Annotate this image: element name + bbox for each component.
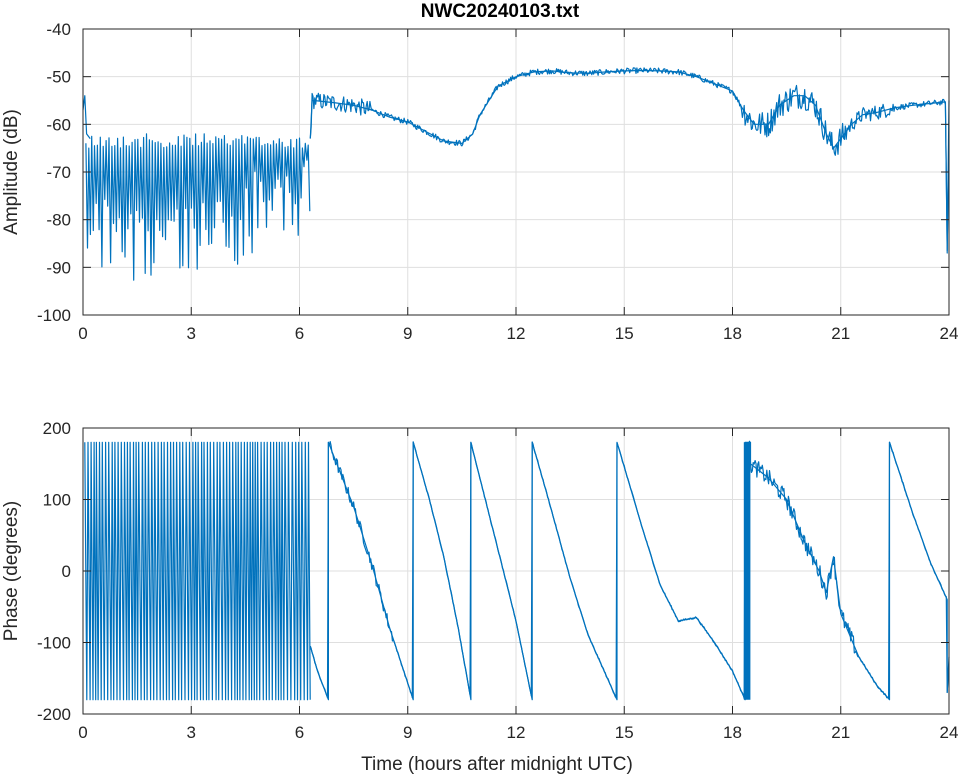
x-tick-label: 12: [507, 723, 526, 742]
y-tick-label: 100: [43, 491, 71, 510]
x-tick-label: 24: [940, 723, 959, 742]
x-tick-label: 18: [723, 324, 742, 343]
y-tick-label: -70: [46, 163, 71, 182]
x-tick-label: 15: [615, 324, 634, 343]
phase-oscillation-line: [84, 441, 311, 701]
chart-title: NWC20240103.txt: [421, 1, 580, 22]
amplitude-line: [309, 69, 950, 254]
y-tick-label: -50: [46, 68, 71, 87]
x-tick-label: 24: [940, 324, 959, 343]
phase-axes: 0 3 6 9 12 15 18 21 24 -200 -100 0 100 200 Phase (deg…: [1, 419, 958, 775]
phase-ticks: 0 3 6 9 12 15 18 21 24 -200 -100 0 100 200: [37, 419, 958, 742]
y-tick-label: -100: [37, 634, 71, 653]
y-tick-label: 0: [62, 562, 71, 581]
amplitude-oscillation-line: [85, 133, 311, 281]
amplitude-series: [82, 69, 950, 254]
x-tick-label: 21: [831, 324, 850, 343]
y-tick-label: -80: [46, 211, 71, 230]
x-tick-label: 6: [295, 324, 304, 343]
amplitude-axes: 0 3 6 9 12 15 18 21 24 -100 -90 -80 -70 -60 -50 -40 NWC…: [1, 1, 958, 343]
x-tick-label: 3: [187, 723, 196, 742]
y-tick-label: -40: [46, 20, 71, 39]
phase-series: [309, 441, 950, 701]
y-tick-label: -200: [37, 705, 71, 724]
x-tick-label: 21: [831, 723, 850, 742]
x-tick-label: 12: [507, 324, 526, 343]
x-tick-label: 9: [403, 324, 412, 343]
amplitude-start-line: [82, 95, 91, 139]
phase-ylabel: Phase (degrees): [1, 501, 22, 641]
amplitude-ticks: 0 3 6 9 12 15 18 21 24 -100 -90 -80 -70 -60 -50 -40: [37, 20, 958, 343]
phase-line: [309, 441, 950, 701]
x-tick-label: 6: [295, 723, 304, 742]
x-tick-label: 9: [403, 723, 412, 742]
x-tick-label: 18: [723, 723, 742, 742]
amplitude-ylabel: Amplitude (dB): [1, 109, 22, 235]
x-tick-label: 15: [615, 723, 634, 742]
y-tick-label: 200: [43, 419, 71, 438]
x-tick-label: 0: [78, 324, 87, 343]
y-tick-label: -90: [46, 258, 71, 277]
time-xlabel: Time (hours after midnight UTC): [361, 754, 633, 775]
x-tick-label: 3: [187, 324, 196, 343]
y-tick-label: -100: [37, 306, 71, 325]
y-tick-label: -60: [46, 115, 71, 134]
x-tick-label: 0: [78, 723, 87, 742]
